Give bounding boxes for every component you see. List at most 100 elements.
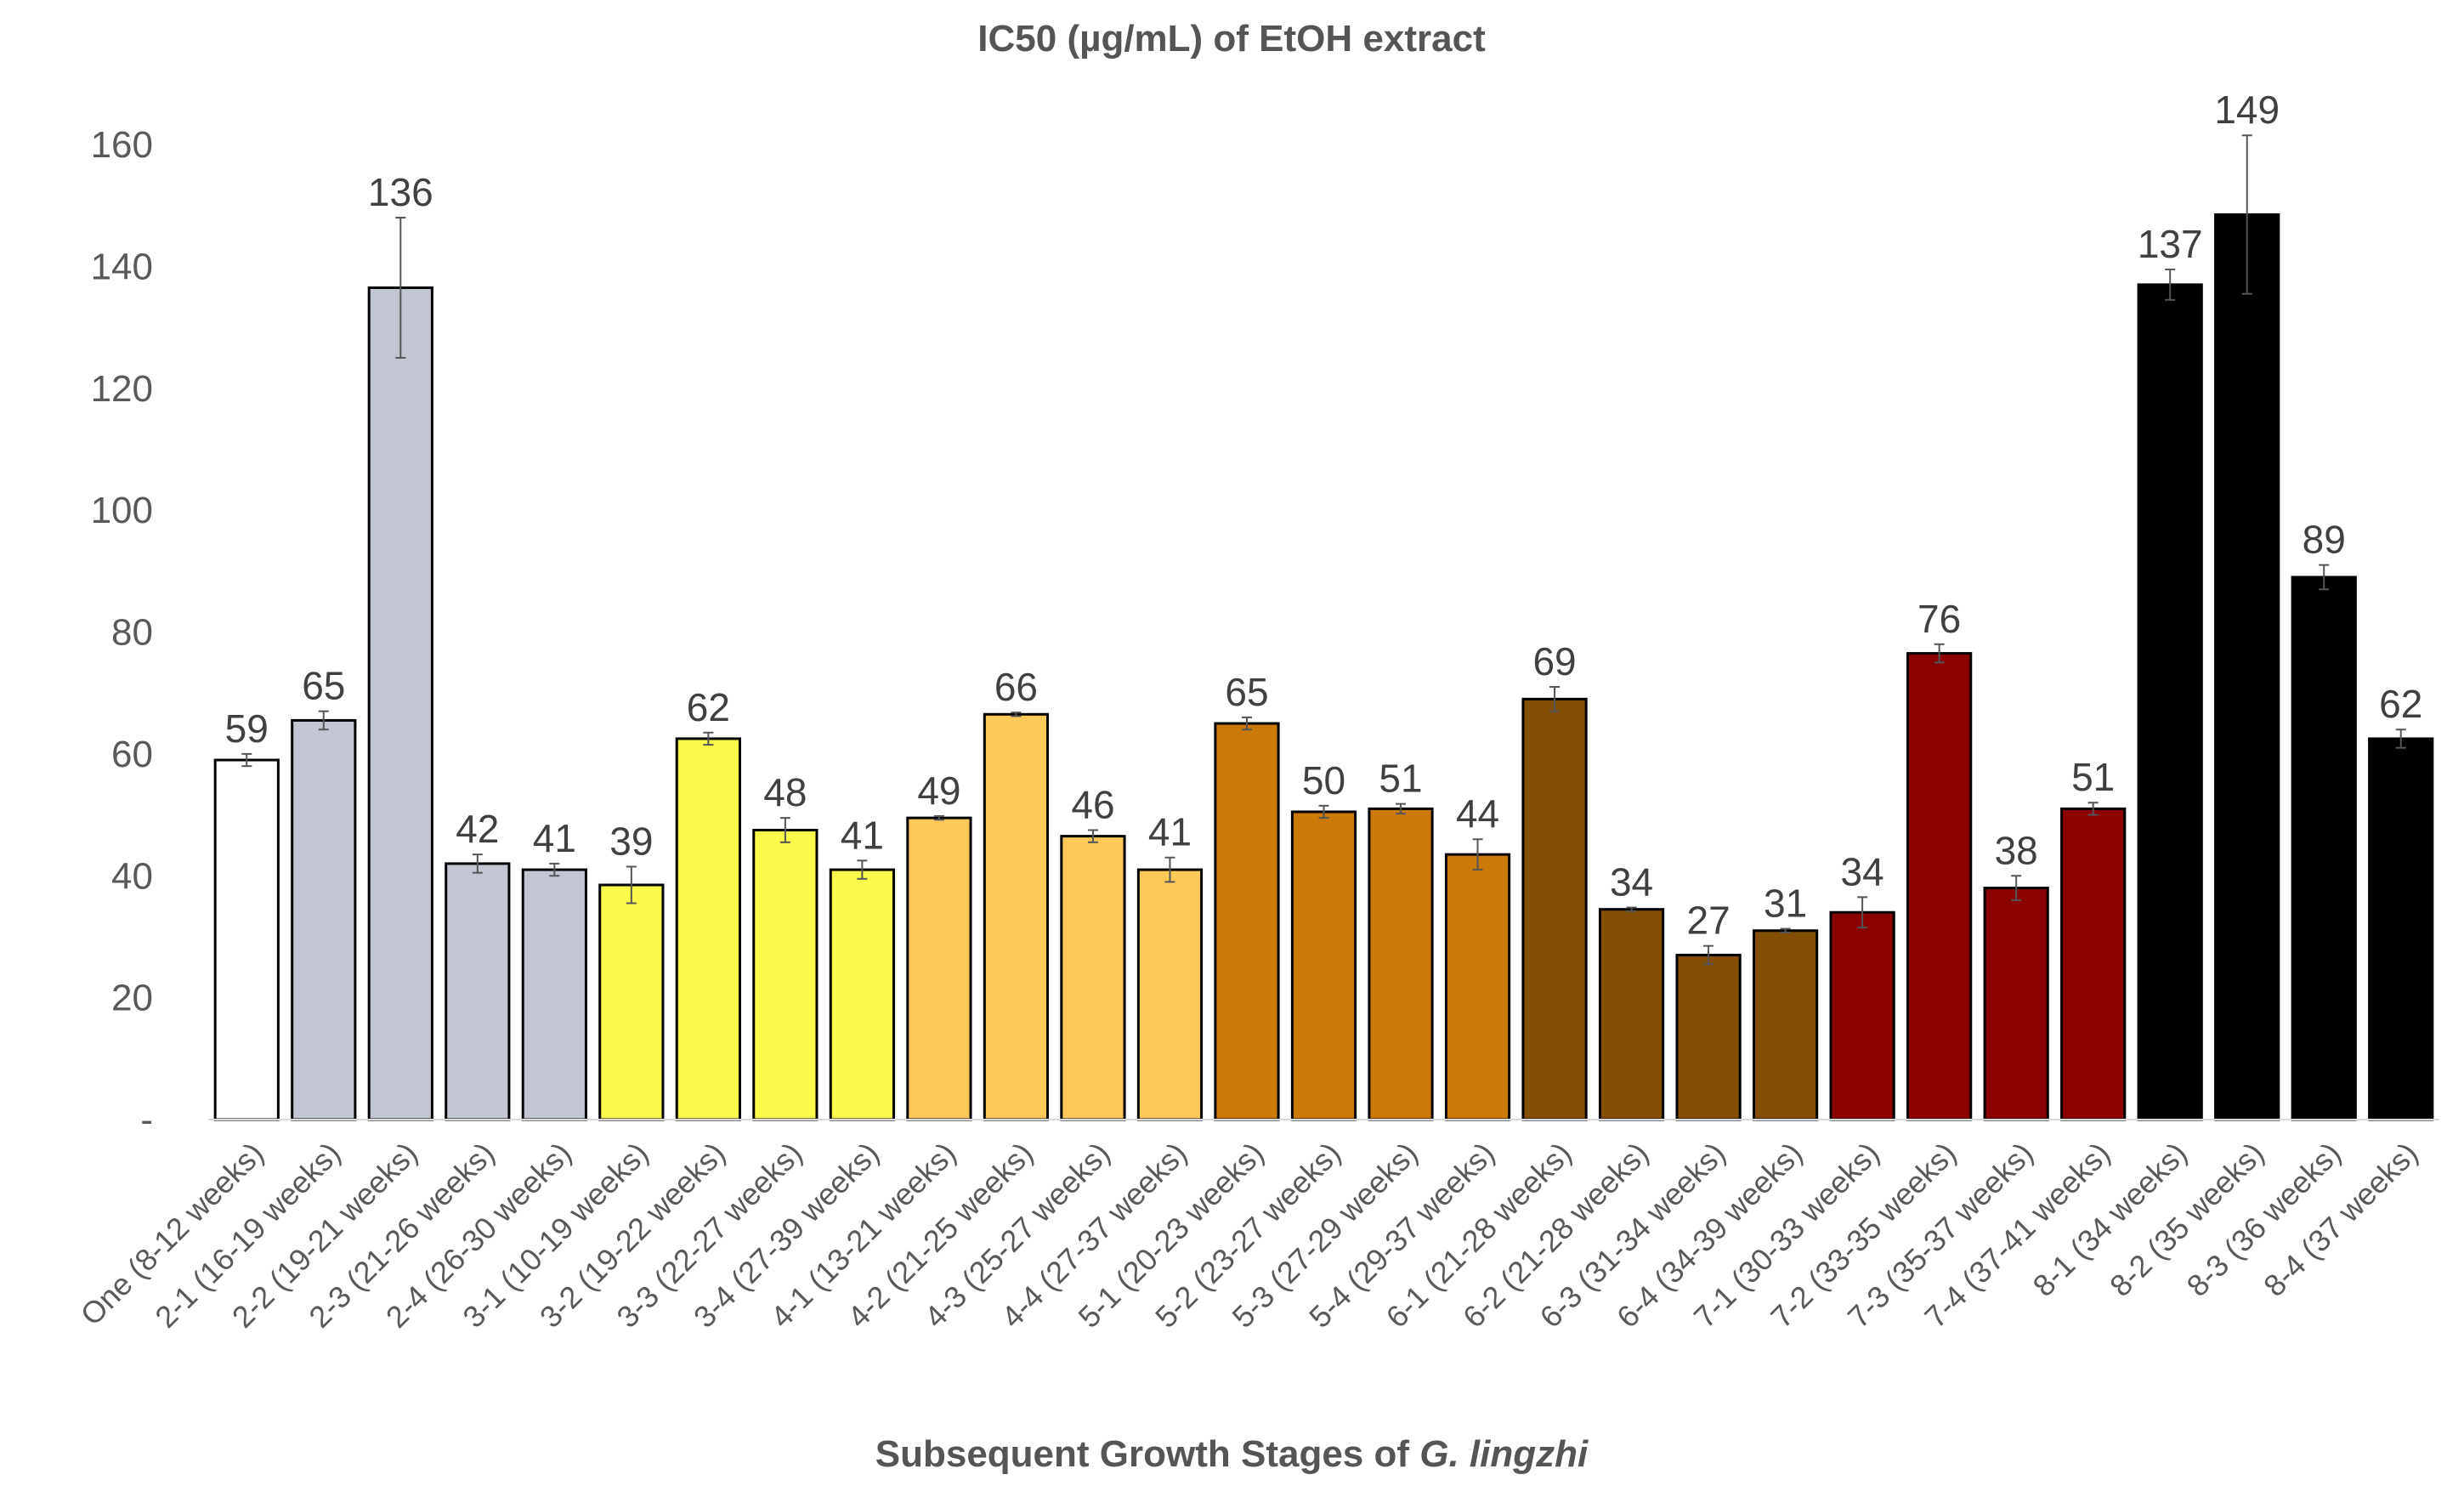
bar (1444, 853, 1511, 1121)
data-label: 50 (1302, 758, 1345, 802)
error-bar (1011, 712, 1022, 717)
data-label: 41 (1148, 810, 1192, 854)
y-tick-label: - (140, 1099, 153, 1141)
data-label: 51 (1379, 757, 1422, 801)
data-label: 48 (763, 770, 807, 814)
y-tick-label: 60 (111, 734, 153, 775)
error-bar (857, 859, 868, 880)
bar (1752, 929, 1819, 1121)
bar (2137, 283, 2203, 1121)
error-bar (2011, 875, 2022, 901)
error-bar (2241, 134, 2252, 295)
error-bar (1164, 856, 1175, 883)
bar (1214, 722, 1280, 1121)
data-label: 137 (2138, 222, 2203, 266)
bar (367, 286, 433, 1121)
error-bar (626, 865, 637, 904)
data-label: 65 (302, 664, 345, 708)
bar (1060, 835, 1126, 1121)
bars-group (213, 213, 2434, 1121)
y-tick-label: 100 (91, 490, 153, 531)
bar (1906, 652, 1973, 1121)
data-label: 76 (1917, 597, 1961, 641)
x-axis-label: Subsequent Growth Stages of G. lingzhi (875, 1433, 1589, 1475)
error-bar (1934, 643, 1945, 664)
bar (2368, 737, 2434, 1121)
error-bar (318, 710, 329, 731)
bar (2060, 807, 2127, 1121)
data-label: 65 (1225, 670, 1268, 714)
x-axis: One (8-12 weeks)2-1 (16-19 weeks)2-2 (19… (74, 1119, 2439, 1335)
error-bar (1703, 944, 1714, 966)
error-bar (1396, 802, 1407, 815)
error-bars-group (241, 134, 2406, 966)
data-label: 34 (1841, 849, 1884, 893)
data-label: 59 (225, 706, 269, 751)
bar (1136, 868, 1204, 1121)
error-bar (1626, 906, 1637, 912)
error-bar (1472, 838, 1483, 871)
y-tick-label: 140 (91, 246, 153, 287)
bar (1675, 953, 1742, 1121)
error-bar (2087, 802, 2099, 816)
data-label: 66 (994, 665, 1038, 709)
bar (675, 737, 741, 1121)
bar (829, 868, 896, 1121)
data-label: 27 (1687, 899, 1730, 943)
error-bar (472, 853, 483, 874)
error-bar (779, 817, 790, 843)
bar (1521, 697, 1588, 1121)
data-label: 44 (1456, 791, 1499, 836)
error-bar (1857, 896, 1868, 929)
bar (752, 828, 819, 1121)
x-axis-label-italic: G. lingzhi (1419, 1433, 1589, 1475)
data-label: 38 (1995, 828, 2038, 872)
data-label: 136 (368, 170, 433, 214)
data-label: 49 (917, 768, 960, 813)
bar (445, 862, 511, 1121)
bar (1829, 910, 1895, 1121)
error-bar (1780, 927, 1791, 933)
bar (598, 883, 665, 1121)
bar (2214, 213, 2280, 1121)
error-bar (1318, 804, 1329, 819)
data-label: 69 (1532, 639, 1576, 683)
y-axis: - 20 40 60 80 100 120 140 160 (91, 124, 153, 1141)
error-bar (1087, 829, 1098, 843)
error-bar (549, 862, 560, 877)
data-label: 41 (533, 816, 576, 860)
error-bar (2165, 268, 2176, 301)
y-tick-label: 80 (111, 612, 153, 654)
error-bar (395, 217, 406, 359)
data-label: 89 (2303, 518, 2346, 562)
y-tick-label: 120 (91, 368, 153, 410)
data-labels-group: 59 65 136 42 41 39 62 48 41 49 66 46 41 65 50 51 44 69 34 2… (225, 88, 2423, 942)
data-label: 31 (1764, 882, 1807, 926)
data-label: 51 (2071, 755, 2115, 799)
data-label: 34 (1610, 860, 1653, 904)
bar (291, 718, 357, 1121)
data-label: 42 (456, 807, 499, 851)
bar (906, 816, 972, 1121)
bar (1598, 908, 1665, 1121)
y-tick-label: 40 (111, 855, 153, 897)
data-label: 149 (2214, 88, 2280, 132)
data-label: 41 (841, 813, 884, 857)
data-label: 62 (2379, 682, 2422, 726)
bar (2291, 576, 2357, 1121)
error-bar (1549, 686, 1561, 712)
y-tick-label: 160 (91, 124, 153, 166)
bar (521, 868, 587, 1121)
error-bar (241, 752, 252, 768)
data-label: 62 (687, 685, 730, 729)
error-bar (933, 814, 944, 821)
data-label: 46 (1071, 782, 1114, 826)
error-bar (2319, 564, 2330, 591)
error-bar (1241, 716, 1252, 731)
error-bar (703, 731, 714, 746)
bar (1368, 807, 1434, 1121)
error-bar (2395, 729, 2406, 749)
x-axis-label-prefix: Subsequent Growth Stages of (875, 1433, 1420, 1475)
bar (213, 758, 280, 1121)
